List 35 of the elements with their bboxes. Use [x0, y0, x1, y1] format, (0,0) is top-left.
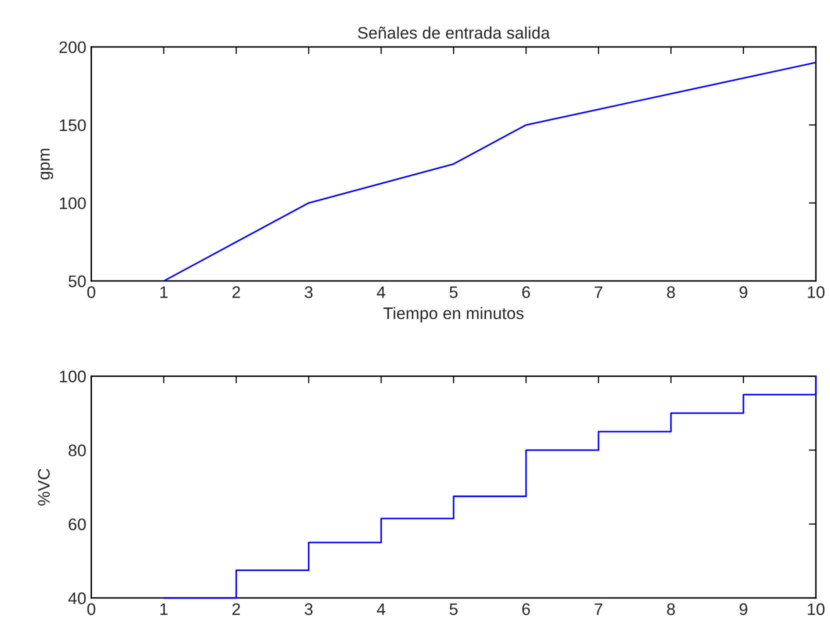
y-tick-label: 50 [68, 275, 86, 288]
x-tick-label: 5 [450, 603, 458, 616]
y-tick-label: 60 [68, 518, 86, 530]
y-tick-label: 200 [59, 41, 86, 54]
x-tick-label: 3 [304, 603, 313, 616]
x-tick-label: 4 [376, 286, 386, 298]
y-tick-label: 40 [68, 592, 86, 604]
x-tick-label: 0 [87, 286, 96, 298]
x-tick-label: 4 [376, 603, 386, 615]
x-tick-label: 1 [160, 603, 168, 615]
x-tick-label: 10 [808, 603, 825, 616]
x-tick-label: 2 [232, 603, 240, 615]
y-tick-label: 150 [60, 119, 86, 132]
y-axis-title: %VC [38, 468, 50, 506]
x-tick-label: 2 [232, 286, 240, 298]
x-tick-label: 0 [87, 603, 96, 616]
line-series [162, 62, 816, 281]
y-tick-label: 80 [68, 444, 86, 456]
x-tick-label: 8 [667, 603, 675, 616]
y-axis-title: gpm [40, 148, 54, 180]
x-tick-label: 9 [740, 286, 748, 298]
x-tick-label: 7 [594, 286, 602, 298]
y-tick-label: 100 [60, 197, 86, 210]
x-axis-title: Tiempo en minutos [383, 306, 524, 322]
x-tick-label: 8 [667, 286, 675, 298]
x-tick-label: 6 [522, 286, 530, 298]
x-tick-label: 9 [740, 603, 748, 616]
x-tick-label: 10 [808, 286, 825, 298]
x-tick-label: 6 [522, 603, 530, 616]
chart-title: Señales de entrada salida [358, 26, 550, 39]
x-tick-label: 1 [160, 286, 168, 298]
x-tick-label: 3 [304, 286, 313, 298]
x-tick-label: 5 [450, 286, 458, 298]
y-tick-label: 100 [60, 370, 86, 382]
x-tick-label: 7 [594, 603, 602, 615]
